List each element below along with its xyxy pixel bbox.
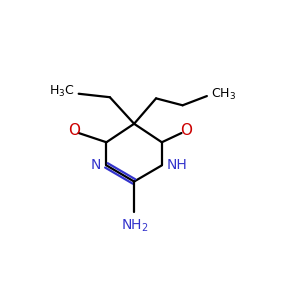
Text: O: O bbox=[180, 123, 192, 138]
Text: H$_3$C: H$_3$C bbox=[49, 84, 74, 100]
Text: N: N bbox=[90, 158, 100, 172]
Text: NH: NH bbox=[167, 158, 188, 172]
Text: NH$_2$: NH$_2$ bbox=[121, 218, 148, 234]
Text: CH$_3$: CH$_3$ bbox=[211, 87, 236, 102]
Text: O: O bbox=[68, 123, 80, 138]
